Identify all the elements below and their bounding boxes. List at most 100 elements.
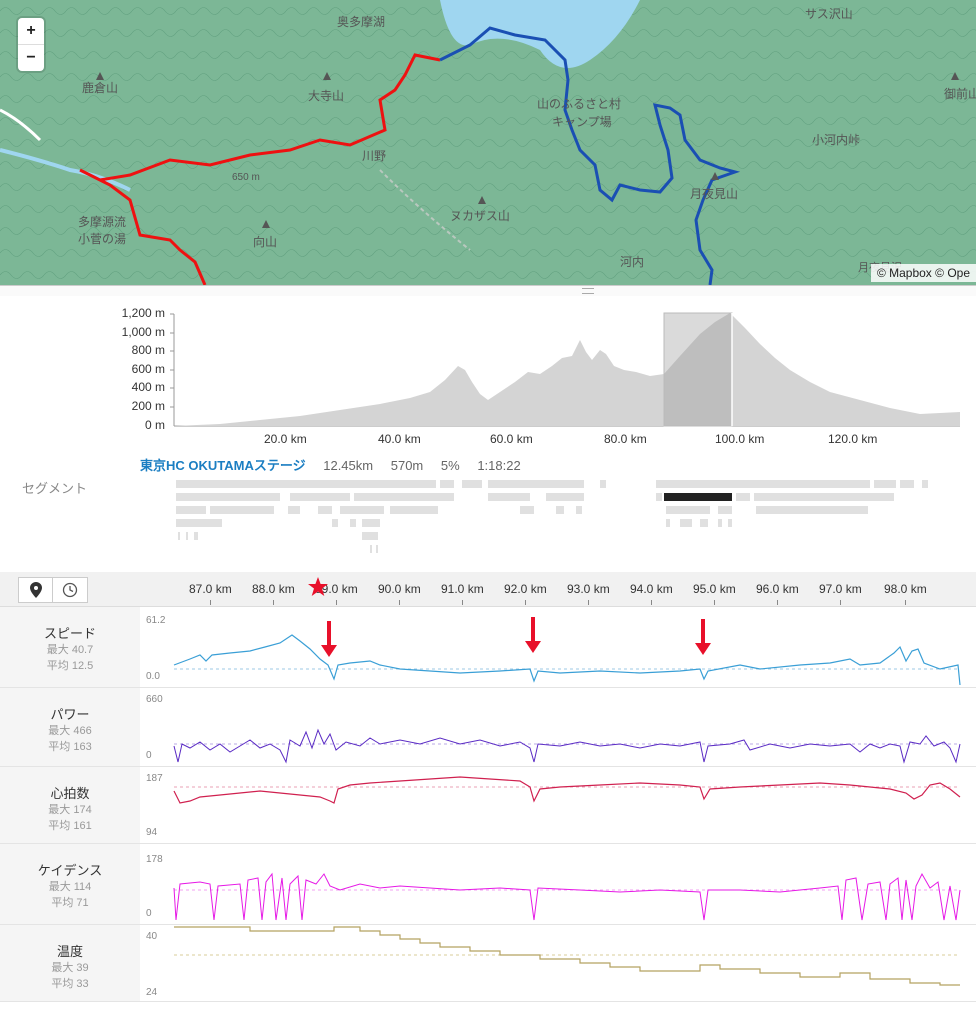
distance-tick: 95.0 km <box>693 582 736 605</box>
map-label-tamagenryu: 多摩源流 <box>78 214 126 229</box>
map-label-kawano: 川野 <box>362 149 386 163</box>
cadence-axis-bottom: 0 <box>146 908 152 919</box>
route-map[interactable]: 奥多摩湖 鹿倉山 大寺山 川野 650 m 多摩源流 小菅の湯 向山 ヌカザス山… <box>0 0 976 285</box>
segment-bars-canvas[interactable] <box>0 478 976 568</box>
temp-max: 最大 39 <box>51 962 89 974</box>
power-axis-bottom: 0 <box>146 750 152 761</box>
power-axis-top: 660 <box>146 694 163 705</box>
speed-label-panel: スピード 最大 40.7 平均 12.5 <box>0 607 140 687</box>
hr-avg: 平均 161 <box>48 820 92 832</box>
y-tick-200: 200 m <box>131 399 165 413</box>
temp-title: 温度 <box>56 944 83 959</box>
distance-tick: 88.0 km <box>252 582 295 605</box>
cadence-row[interactable]: ケイデンス 最大 114 平均 71 178 0 <box>0 844 976 925</box>
y-tick-1200: 1,200 m <box>121 306 165 320</box>
segment-grade: 5% <box>440 458 460 473</box>
distance-tick: 96.0 km <box>756 582 799 605</box>
x-tick-40: 40.0 km <box>378 432 421 446</box>
x-tick-80: 80.0 km <box>604 432 647 446</box>
y-tick-1000: 1,000 m <box>121 325 165 339</box>
cadence-label-panel: ケイデンス 最大 114 平均 71 <box>0 844 140 924</box>
hr-axis-bottom: 94 <box>146 827 158 838</box>
map-canvas[interactable]: 奥多摩湖 鹿倉山 大寺山 川野 650 m 多摩源流 小菅の湯 向山 ヌカザス山… <box>0 0 976 285</box>
x-tick-120: 120.0 km <box>828 432 878 446</box>
distance-tick: 87.0 km <box>189 582 232 605</box>
speed-avg: 平均 12.5 <box>46 660 94 672</box>
temperature-row[interactable]: 温度 最大 39 平均 33 40 24 <box>0 925 976 1002</box>
hr-title: 心拍数 <box>50 786 90 801</box>
selection-window[interactable] <box>663 312 733 427</box>
hr-label-panel: 心拍数 最大 174 平均 161 <box>0 767 140 843</box>
hr-line <box>173 776 961 804</box>
selected-segment[interactable]: 東京HC OKUTAMAステージ 12.45km 570m 5% 1:18:22 <box>140 455 521 474</box>
grip-icon <box>582 288 594 294</box>
star-marker-icon <box>308 577 328 596</box>
power-row[interactable]: パワー 最大 466 平均 163 660 0 <box>0 688 976 767</box>
speed-row[interactable]: スピード 最大 40.7 平均 12.5 61.2 0.0 <box>0 607 976 688</box>
elevation-area <box>174 313 960 426</box>
power-line <box>173 728 961 764</box>
clock-icon <box>62 582 78 598</box>
arrow-markers <box>321 617 711 657</box>
y-tick-400: 400 m <box>131 380 165 394</box>
zoom-control: + − <box>18 18 44 71</box>
temp-chart[interactable] <box>0 925 976 1001</box>
cadence-line <box>173 872 961 921</box>
cadence-axis-top: 178 <box>146 854 163 865</box>
lake-okutama <box>440 0 640 68</box>
speed-max: 最大 40.7 <box>46 644 94 656</box>
hr-chart[interactable] <box>0 767 976 843</box>
map-attribution[interactable]: © Mapbox © Ope <box>870 264 976 282</box>
segment-distance: 12.45km <box>323 458 374 473</box>
cadence-chart[interactable] <box>0 844 976 924</box>
power-label-panel: パワー 最大 466 平均 163 <box>0 688 140 766</box>
map-label-yamanofurusatomura: 山のふるさと村 <box>537 97 621 111</box>
segment-time: 1:18:22 <box>477 458 521 473</box>
distance-tick: 90.0 km <box>378 582 421 605</box>
map-label-nukazasuyama: ヌカザス山 <box>450 209 510 223</box>
distance-tick: 98.0 km <box>884 582 927 605</box>
map-pin-icon <box>30 582 42 598</box>
power-max: 最大 466 <box>48 725 92 737</box>
map-label-650m: 650 m <box>232 172 260 183</box>
power-chart[interactable] <box>0 688 976 766</box>
segment-name[interactable]: 東京HC OKUTAMAステージ <box>140 458 306 473</box>
cadence-avg: 平均 71 <box>51 897 89 909</box>
temp-avg: 平均 33 <box>51 978 89 990</box>
elevation-chart[interactable] <box>0 296 976 456</box>
x-tick-60: 60.0 km <box>490 432 533 446</box>
map-label-campsite: キャンプ場 <box>552 115 612 129</box>
x-tick-20: 20.0 km <box>264 432 307 446</box>
speed-line <box>173 634 961 686</box>
distance-tick: 94.0 km <box>630 582 673 605</box>
segments-label: セグメント <box>22 481 88 496</box>
distance-tick: 93.0 km <box>567 582 610 605</box>
heart-rate-row[interactable]: 心拍数 最大 174 平均 161 187 94 <box>0 767 976 844</box>
y-tick-800: 800 m <box>131 343 165 357</box>
clock-toggle[interactable] <box>52 577 88 603</box>
map-label-kosugenoyu: 小菅の湯 <box>78 232 126 246</box>
x-tick-100: 100.0 km <box>715 432 765 446</box>
speed-axis-top: 61.2 <box>146 615 166 626</box>
map-label-tsukiyomiyama: 月夜見山 <box>690 186 738 201</box>
speed-chart[interactable] <box>0 607 976 687</box>
analysis-toolbar: 87.0 km 88.0 km 89.0 km 90.0 km 91.0 km … <box>0 572 976 607</box>
map-pin-toggle[interactable] <box>18 577 54 603</box>
segment-bars[interactable] <box>0 478 976 573</box>
cadence-title: ケイデンス <box>37 863 103 878</box>
route-red <box>79 53 441 285</box>
speed-axis-bottom: 0.0 <box>146 671 160 682</box>
power-title: パワー <box>50 707 90 722</box>
map-label-mukaiyama: 向山 <box>253 234 277 249</box>
distance-tick: 97.0 km <box>819 582 862 605</box>
distance-tick: 91.0 km <box>441 582 484 605</box>
zoom-out-button[interactable]: − <box>18 44 44 71</box>
distance-tick: 92.0 km <box>504 582 547 605</box>
resize-handle[interactable] <box>0 285 976 296</box>
map-label-shikakurayama: 鹿倉山 <box>82 80 118 95</box>
map-label-sasusawayama: サス沢山 <box>805 7 853 21</box>
active-segment-bar[interactable] <box>664 493 732 501</box>
map-label-gozenyama: 御前山 <box>944 86 976 101</box>
zoom-in-button[interactable]: + <box>26 22 36 39</box>
elevation-profile[interactable]: 1,200 m 1,000 m 800 m 600 m 400 m 200 m … <box>0 296 976 456</box>
